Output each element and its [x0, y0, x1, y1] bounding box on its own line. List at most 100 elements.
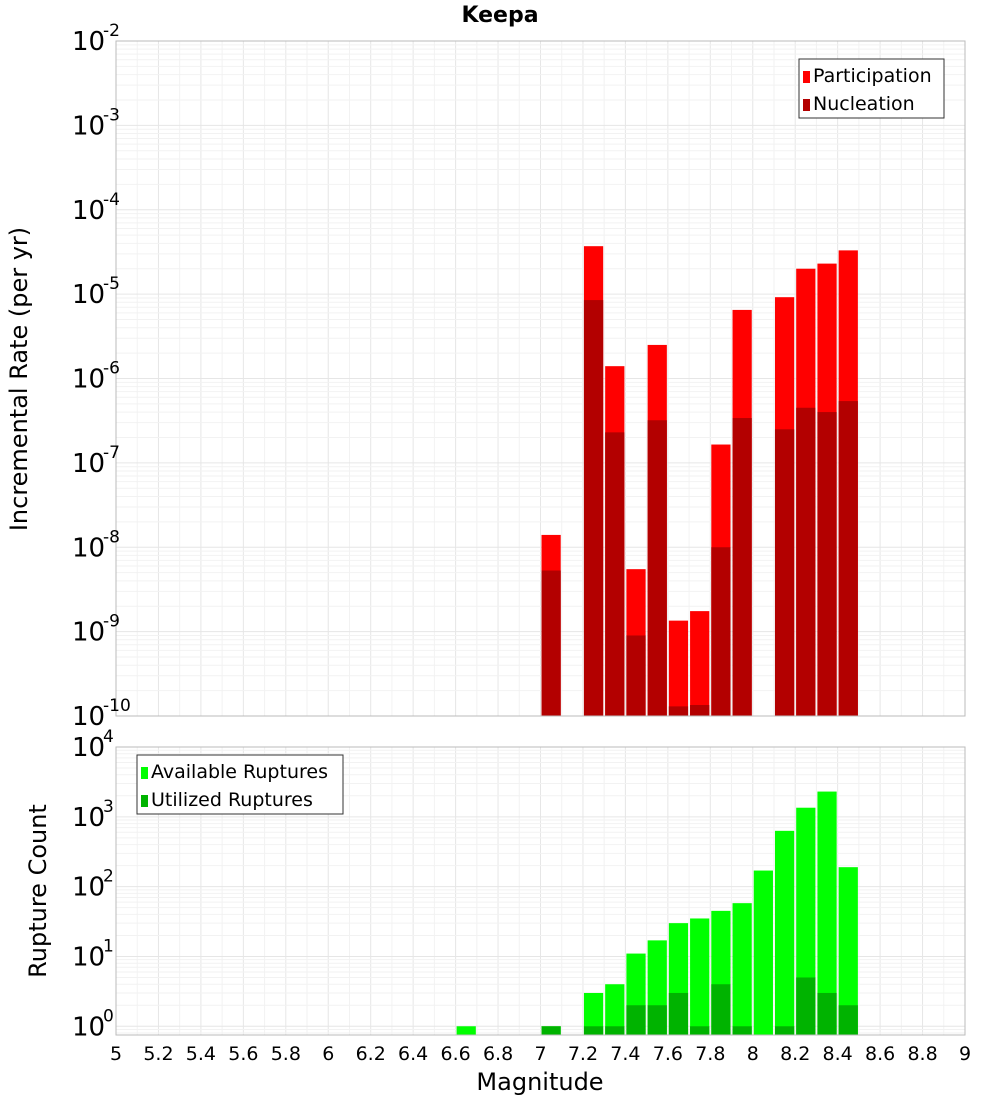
rate-y-tick-label: 10-6 [72, 359, 120, 395]
legend-swatch [141, 767, 148, 779]
x-axis-ticks: 5 5.2 5.4 5.6 5.8 6 6.2 6.4 6.6 6.8 7 7.2 7.4 7.6 7.8 8… [110, 1043, 971, 1065]
bar-utilized-ruptures [690, 1026, 710, 1035]
bar-utilized-ruptures [732, 1026, 752, 1035]
bar-nucleation [732, 418, 752, 716]
bar-utilized-ruptures [796, 977, 816, 1035]
rate-plot-border [115, 40, 966, 717]
x-tick-label: 6.4 [398, 1043, 428, 1065]
bar-utilized-ruptures [626, 1005, 646, 1035]
bar-nucleation [711, 547, 731, 716]
rate-y-tick-label: 10-10 [72, 696, 131, 732]
bar-participation [668, 620, 689, 716]
x-tick-label: 5.8 [271, 1043, 301, 1065]
bar-utilized-ruptures [605, 1026, 625, 1035]
rate-y-tick-label: 10-8 [72, 527, 120, 563]
y-tick-base: 10 [72, 702, 105, 732]
x-tick-label: 8.8 [907, 1043, 937, 1065]
x-tick-label: 8.2 [780, 1043, 810, 1065]
legend-label: Nucleation [813, 93, 915, 115]
y-tick-exponent: 2 [103, 867, 114, 887]
y-tick-exponent: 4 [103, 727, 114, 747]
bar-available-ruptures [732, 903, 752, 1035]
bar-available-ruptures [753, 870, 773, 1035]
x-tick-label: 6.8 [483, 1043, 513, 1065]
count-y-tick-label: 103 [72, 797, 114, 833]
bar-nucleation [647, 420, 667, 716]
x-tick-label: 6 [322, 1043, 334, 1065]
bar-available-ruptures [690, 918, 710, 1035]
count-y-axis-label: Rupture Count [24, 804, 52, 978]
y-tick-base: 10 [72, 111, 105, 141]
rate-y-ticks: 10-210-310-410-510-610-710-810-910-10 [72, 21, 131, 732]
x-tick-label: 5.4 [186, 1043, 216, 1065]
x-tick-label: 7.2 [568, 1043, 598, 1065]
bar-available-ruptures [583, 992, 604, 1035]
bar-utilized-ruptures [711, 984, 731, 1035]
x-tick-label: 6.6 [440, 1043, 470, 1065]
y-tick-exponent: 0 [103, 1006, 114, 1026]
bar-available-ruptures [605, 984, 625, 1035]
rate-y-tick-label: 10-3 [72, 105, 120, 141]
y-tick-base: 10 [72, 449, 105, 479]
count-plot-border [115, 746, 966, 1036]
y-tick-exponent: -5 [103, 274, 120, 294]
bar-nucleation [605, 432, 625, 716]
x-tick-label: 8.6 [865, 1043, 895, 1065]
bar-nucleation [668, 706, 689, 716]
y-tick-base: 10 [72, 942, 105, 972]
y-tick-exponent: -4 [103, 190, 120, 210]
rate-y-tick-label: 10-7 [72, 443, 120, 479]
bar-nucleation [817, 412, 837, 716]
count-bars [456, 791, 858, 1035]
y-tick-exponent: -10 [103, 696, 131, 716]
bar-nucleation [690, 705, 710, 716]
y-tick-exponent: -8 [103, 527, 120, 547]
x-tick-label: 5.2 [143, 1043, 173, 1065]
rate-y-tick-label: 10-4 [72, 190, 120, 226]
legend-swatch [803, 71, 810, 83]
y-tick-exponent: -9 [103, 612, 120, 632]
y-tick-base: 10 [72, 873, 105, 903]
y-tick-exponent: -2 [103, 21, 120, 41]
count-legend: Available Ruptures Utilized Ruptures [136, 754, 344, 815]
count-y-tick-label: 104 [72, 727, 114, 763]
bar-utilized-ruptures [541, 1026, 561, 1035]
bar-available-ruptures [456, 1026, 476, 1035]
legend-label: Utilized Ruptures [151, 789, 313, 811]
y-tick-base: 10 [72, 365, 105, 395]
y-tick-base: 10 [72, 618, 105, 648]
chart-title: Keepa [461, 3, 538, 28]
bar-utilized-ruptures [817, 992, 837, 1035]
count-legend-box [136, 754, 344, 815]
rate-y-tick-label: 10-2 [72, 21, 120, 57]
legend-swatch [141, 795, 148, 807]
rate-panel: 10-210-310-410-510-610-710-810-910-10 In… [5, 21, 966, 732]
rate-y-axis-label: Incremental Rate (per yr) [5, 227, 33, 531]
y-tick-base: 10 [72, 1012, 105, 1042]
bar-nucleation [796, 407, 816, 716]
x-tick-label: 7.6 [653, 1043, 683, 1065]
x-tick-label: 7.4 [610, 1043, 640, 1065]
bar-nucleation [583, 300, 604, 716]
bar-available-ruptures [774, 830, 795, 1035]
count-y-tick-label: 102 [72, 867, 114, 903]
bar-participation [690, 611, 710, 716]
legend-swatch [803, 99, 810, 111]
y-tick-exponent: -3 [103, 105, 120, 125]
rate-bars [541, 246, 858, 717]
x-tick-label: 5 [110, 1043, 122, 1065]
rate-legend-box [798, 58, 945, 119]
bar-utilized-ruptures [774, 1026, 795, 1035]
y-tick-exponent: -7 [103, 443, 120, 463]
x-tick-label: 5.6 [228, 1043, 258, 1065]
y-tick-exponent: 1 [103, 936, 114, 956]
rate-grid [115, 40, 966, 717]
bar-nucleation [838, 401, 858, 716]
y-tick-base: 10 [72, 803, 105, 833]
legend-label: Available Ruptures [151, 761, 328, 783]
bar-nucleation [541, 570, 561, 716]
rate-y-tick-label: 10-5 [72, 274, 120, 310]
y-tick-exponent: -6 [103, 359, 120, 379]
